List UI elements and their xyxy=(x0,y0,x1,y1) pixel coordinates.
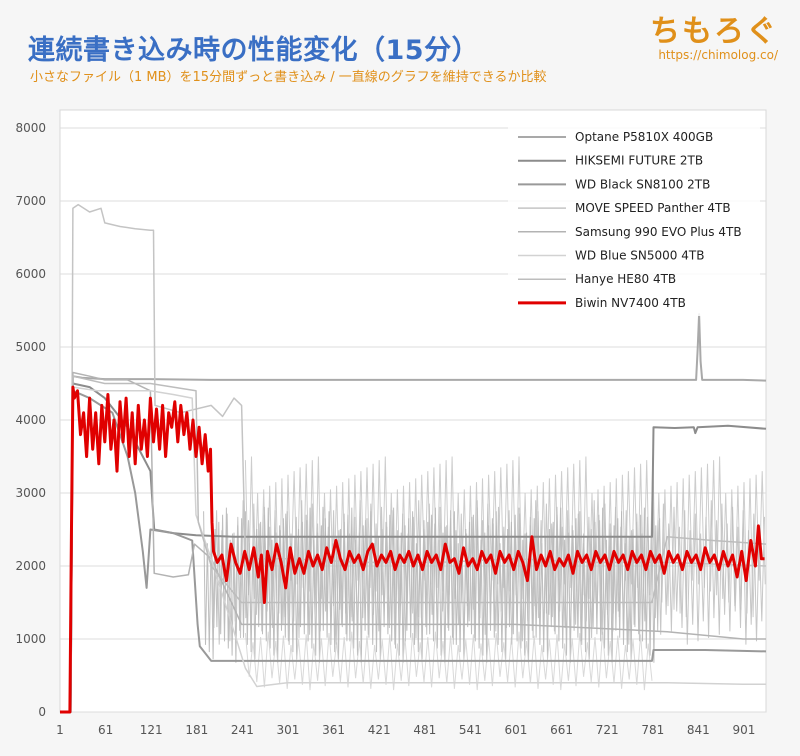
series-noise-band xyxy=(244,631,653,691)
legend-box xyxy=(508,124,760,316)
legend-label: Optane P5810X 400GB xyxy=(575,130,713,144)
series-line xyxy=(60,371,766,713)
series-line xyxy=(60,313,767,713)
x-tick-label: 841 xyxy=(687,723,710,737)
x-tick-label: 61 xyxy=(98,723,113,737)
series-lines xyxy=(60,203,767,714)
y-tick-label: 5000 xyxy=(15,340,46,354)
x-tick-label: 121 xyxy=(140,723,163,737)
y-tick-label: 1000 xyxy=(15,632,46,646)
y-tick-label: 3000 xyxy=(15,486,46,500)
y-tick-label: 4000 xyxy=(15,413,46,427)
brand-url: https://chimolog.co/ xyxy=(658,48,778,62)
series-line xyxy=(60,382,767,713)
legend-label: WD Blue SN5000 4TB xyxy=(575,249,704,263)
x-tick-label: 901 xyxy=(733,723,756,737)
x-tick-label: 481 xyxy=(413,723,436,737)
series-line xyxy=(60,386,766,713)
x-tick-label: 421 xyxy=(368,723,391,737)
brand-name: ちもろぐ xyxy=(650,14,778,49)
y-tick-label: 8000 xyxy=(15,121,46,135)
legend-label: HIKSEMI FUTURE 2TB xyxy=(575,154,703,168)
y-tick-label: 6000 xyxy=(15,267,46,281)
legend: Optane P5810X 400GB HIKSEMI FUTURE 2TB WD … xyxy=(508,124,760,316)
x-tick-label: 361 xyxy=(322,723,345,737)
chart-title: 連続書き込み時の性能変化（15分） xyxy=(28,35,480,66)
legend-label: Samsung 990 EVO Plus 4TB xyxy=(575,225,742,239)
x-tick-label: 661 xyxy=(550,723,573,737)
y-tick-label: 2000 xyxy=(15,559,46,573)
y-tick-label: 7000 xyxy=(15,194,46,208)
x-tick-label: 601 xyxy=(505,723,528,737)
x-tick-label: 721 xyxy=(596,723,619,737)
x-tick-label: 1 xyxy=(56,723,64,737)
x-tick-label: 301 xyxy=(277,723,300,737)
series-line xyxy=(60,375,767,713)
x-tick-label: 241 xyxy=(231,723,254,737)
x-tick-label: 541 xyxy=(459,723,482,737)
legend-label: WD Black SN8100 2TB xyxy=(575,177,710,191)
x-tick-label: 181 xyxy=(185,723,208,737)
legend-label: Hanye HE80 4TB xyxy=(575,272,676,286)
legend-label: MOVE SPEED Panther 4TB xyxy=(575,201,731,215)
series-noise-band xyxy=(210,500,765,645)
chart-subtitle: 小さなファイル（1 MB）を15分間ずっと書き込み / 一直線のグラフを維持でき… xyxy=(30,70,547,85)
brand-logo: ちもろぐ https://chimolog.co/ xyxy=(650,6,778,62)
y-tick-label: 0 xyxy=(38,705,46,719)
legend-label: Biwin NV7400 4TB xyxy=(575,296,686,310)
series-line xyxy=(60,385,765,714)
x-tick-label: 781 xyxy=(641,723,664,737)
x-axis-ticks: 1 61 121 181 241 301 361 421 481 541 601 661 721 781 8… xyxy=(56,723,755,737)
y-axis-ticks: 0 1000 2000 3000 4000 5000 6000 7000 8000 xyxy=(15,121,46,719)
